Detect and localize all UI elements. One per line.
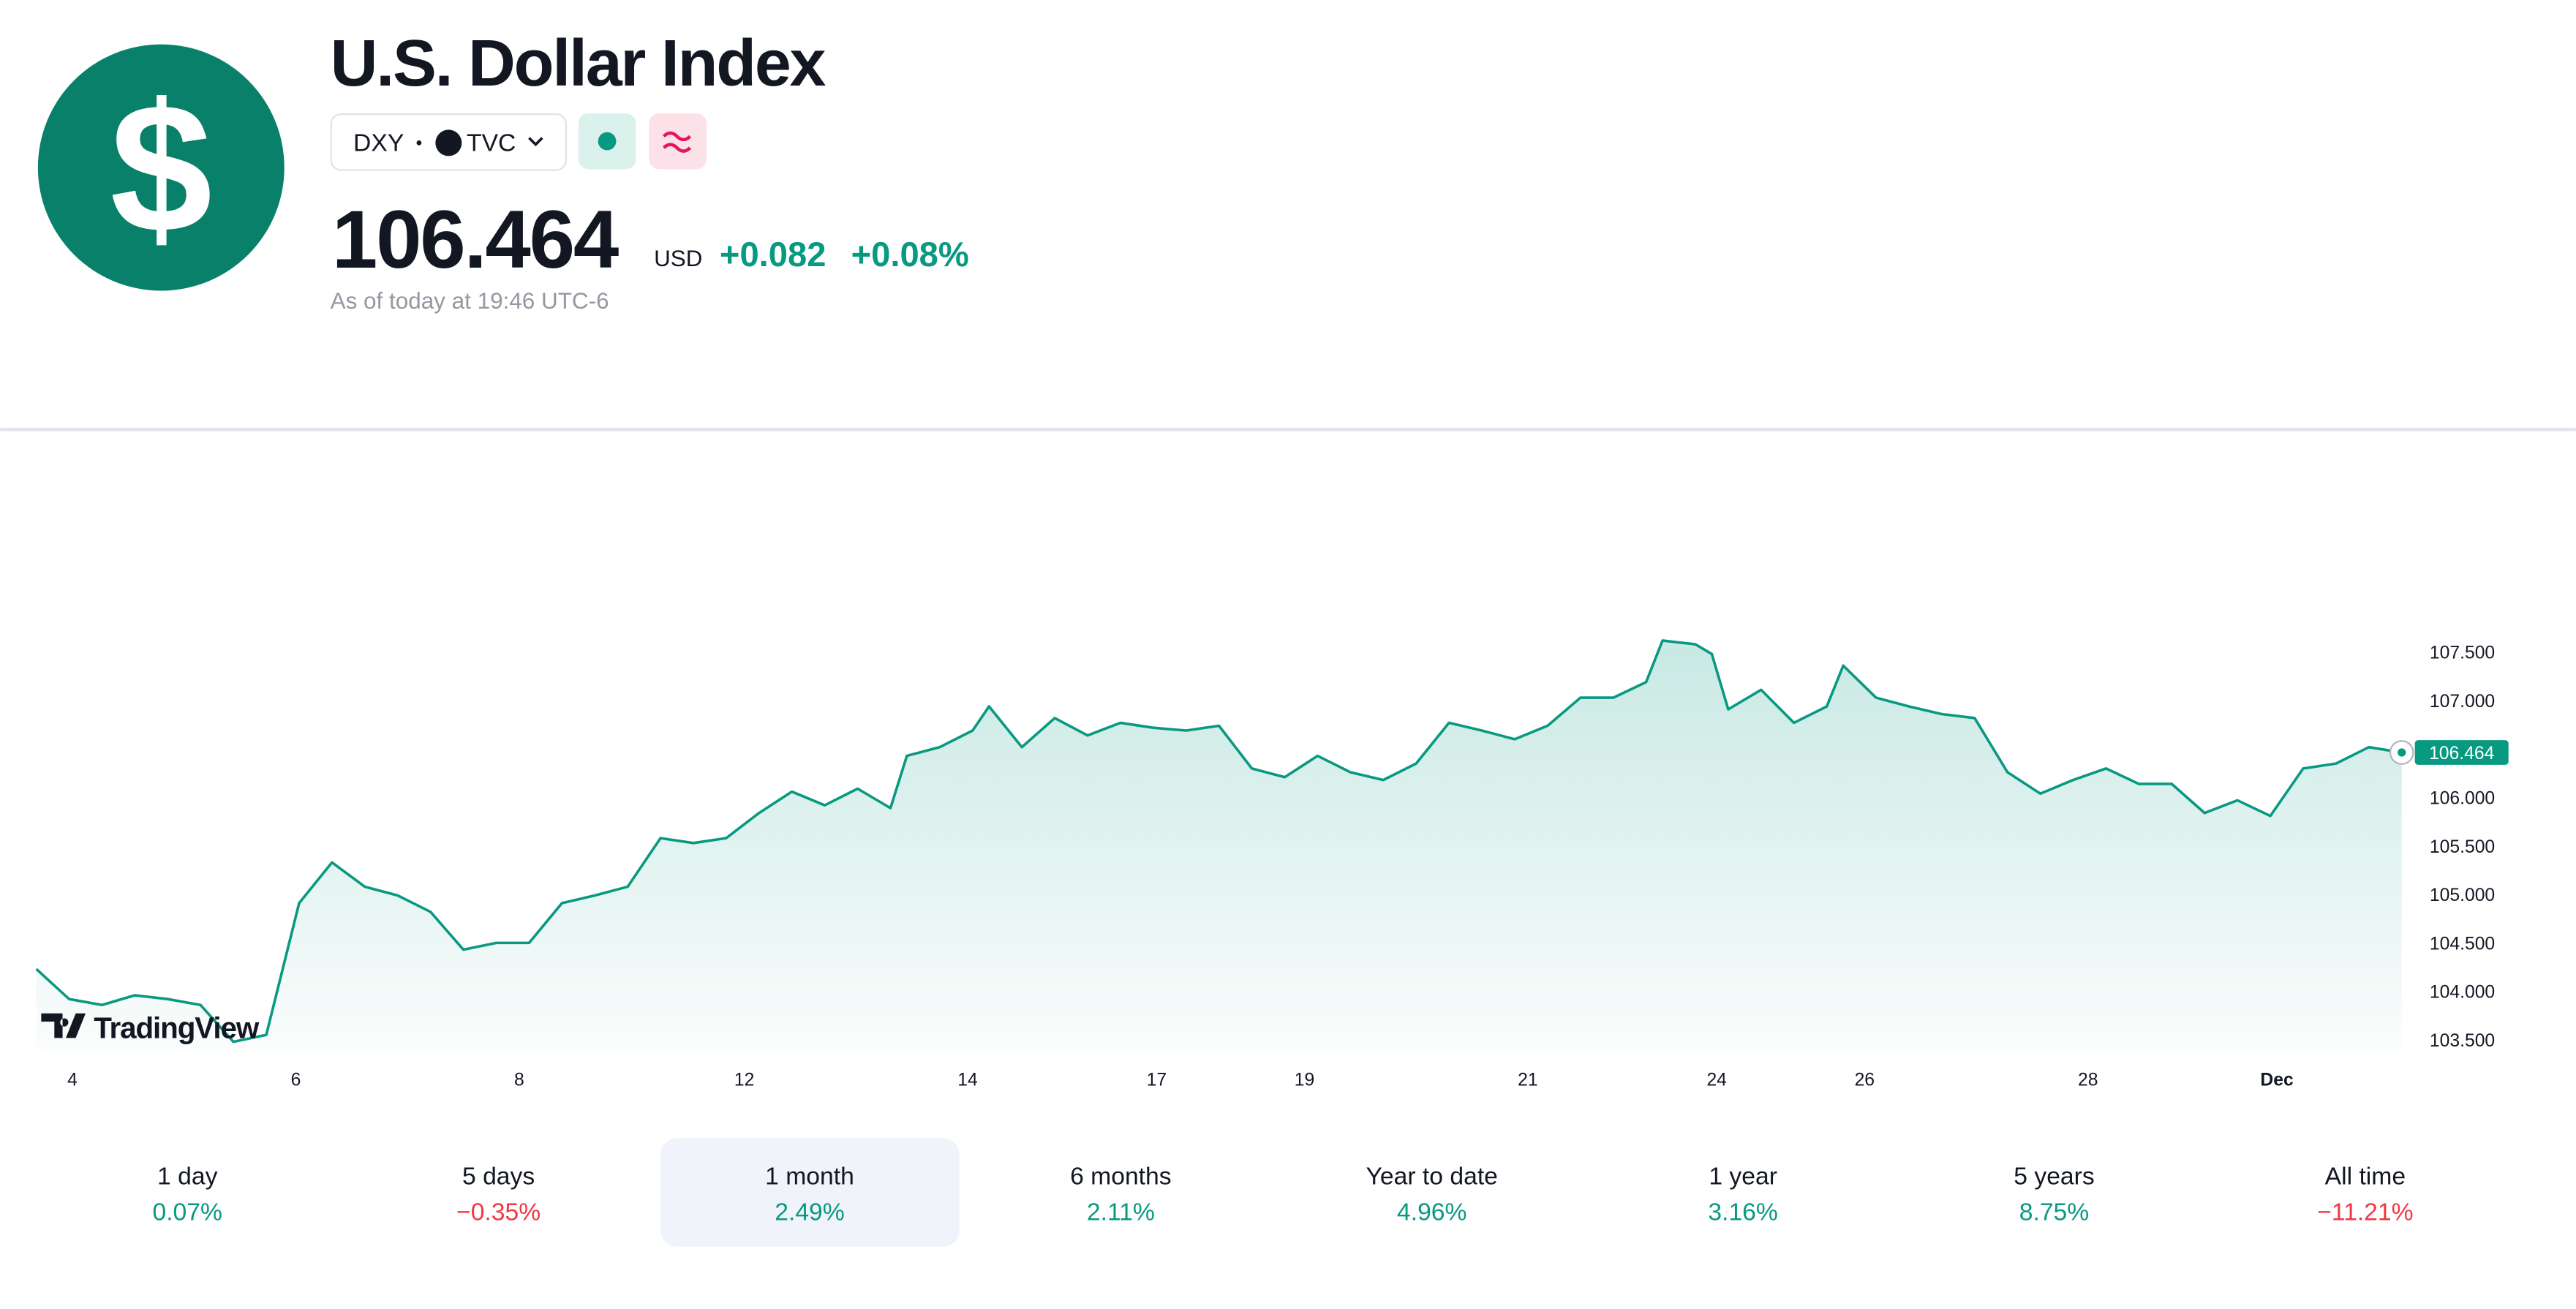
watermark: TradingView — [94, 1011, 260, 1044]
periods: 1 day 0.07% 5 days −0.35% 1 month 2.49% 6 mont… — [152, 1163, 2413, 1226]
period-change: 0.07% — [152, 1199, 222, 1226]
period-label[interactable]: 1 year — [1709, 1163, 1777, 1190]
x-tick-label: 21 — [1518, 1071, 1537, 1090]
period-label[interactable]: 5 years — [2014, 1163, 2094, 1190]
separator — [416, 140, 422, 146]
period-change: 4.96% — [1397, 1199, 1466, 1226]
exchange-icon — [435, 129, 462, 156]
watermark-logo — [41, 1013, 86, 1038]
logo — [37, 44, 285, 291]
chevron — [528, 137, 543, 147]
last-price-badge — [2414, 740, 2509, 765]
x-tick-label: 28 — [2078, 1071, 2098, 1090]
x-tick-label: Dec — [2260, 1071, 2293, 1090]
change-percent: +0.08% — [851, 235, 969, 274]
x-tick-label: 12 — [734, 1071, 754, 1090]
exchange: TVC — [467, 130, 516, 157]
active-period — [660, 1138, 960, 1247]
symbol: DXY — [353, 130, 404, 157]
period-change: 2.49% — [775, 1199, 844, 1226]
period-label[interactable]: 5 days — [462, 1163, 535, 1190]
x-tick-label: 17 — [1147, 1071, 1167, 1090]
period-label[interactable]: Year to date — [1366, 1163, 1498, 1190]
period-label[interactable]: 1 day — [157, 1163, 218, 1190]
chart: 103.500 104.000 104.500 105.000 105.500 106.0… — [35, 639, 2509, 1090]
price: 106.464 — [332, 193, 619, 285]
x-tick-label: 19 — [1295, 1071, 1314, 1090]
x-tick-label: 24 — [1706, 1071, 1726, 1090]
last-point-dot — [2398, 748, 2406, 757]
status-dot — [598, 132, 617, 151]
y-tick-label: 103.500 — [2430, 1031, 2495, 1051]
change: +0.082 — [720, 235, 826, 274]
y-tick-label: 107.000 — [2430, 692, 2495, 712]
price-line — [35, 639, 2403, 1044]
period-label[interactable]: 1 month — [765, 1163, 854, 1190]
period-change: −11.21% — [2317, 1199, 2413, 1226]
period-change: 8.75% — [2019, 1199, 2089, 1226]
x-tick-label: 4 — [67, 1071, 78, 1090]
period-label[interactable]: 6 months — [1070, 1163, 1172, 1190]
period-change: −0.35% — [456, 1199, 541, 1226]
title: U.S. Dollar Index — [331, 27, 826, 100]
y-tick-label: 104.500 — [2430, 934, 2495, 954]
logo-symbol: $ — [110, 66, 212, 271]
currency: USD — [654, 246, 702, 271]
y-tick-label: 106.000 — [2430, 789, 2495, 809]
x-tick-label: 8 — [514, 1071, 524, 1090]
period-change: 3.16% — [1708, 1199, 1777, 1226]
as-of: As of today at 19:46 UTC-6 — [331, 288, 609, 314]
period-label[interactable]: All time — [2325, 1163, 2406, 1190]
period-change: 2.11% — [1087, 1199, 1155, 1226]
x-tick-label: 26 — [1855, 1071, 1875, 1090]
y-tick-label: 107.500 — [2430, 644, 2495, 663]
y-tick-label: 105.000 — [2430, 886, 2495, 905]
x-tick-label: 6 — [291, 1071, 301, 1090]
last-price-label: 106.464 — [2429, 744, 2494, 763]
area — [36, 640, 2402, 1050]
delay-badge[interactable] — [649, 113, 707, 170]
y-tick-label: 104.000 — [2430, 983, 2495, 1003]
delay-icon — [662, 131, 692, 153]
y-tick-label: 105.500 — [2430, 837, 2495, 857]
x-tick-label: 14 — [957, 1071, 977, 1090]
